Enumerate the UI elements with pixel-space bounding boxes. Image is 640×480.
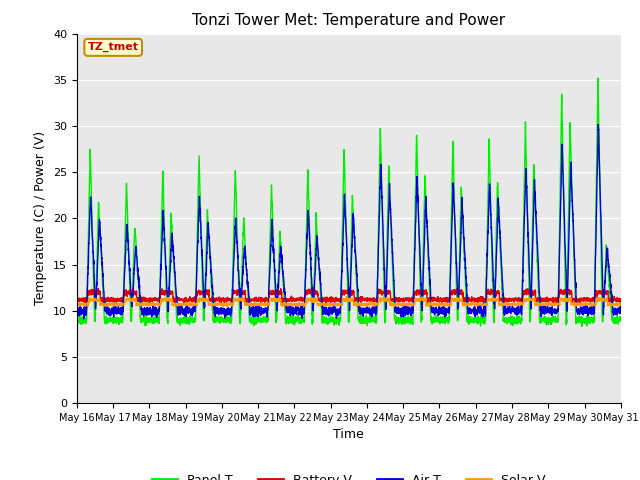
Battery V: [617, 298, 625, 303]
Battery V: [617, 297, 625, 303]
Air T: [73, 307, 81, 312]
Line: Panel T: Panel T: [77, 78, 621, 326]
Solar V: [342, 294, 350, 300]
Title: Tonzi Tower Met: Temperature and Power: Tonzi Tower Met: Temperature and Power: [192, 13, 506, 28]
Air T: [595, 121, 602, 127]
Air T: [617, 306, 625, 312]
Battery V: [549, 301, 557, 307]
Solar V: [402, 300, 410, 306]
Battery V: [412, 289, 419, 295]
Air T: [225, 311, 233, 317]
Battery V: [566, 288, 573, 293]
Line: Air T: Air T: [77, 124, 621, 319]
Solar V: [607, 304, 614, 310]
Air T: [565, 223, 573, 228]
Battery V: [189, 296, 197, 301]
Solar V: [412, 297, 419, 302]
Panel T: [617, 315, 625, 321]
Battery V: [225, 296, 232, 301]
Air T: [412, 223, 419, 228]
Solar V: [617, 301, 625, 307]
Line: Battery V: Battery V: [77, 288, 621, 304]
X-axis label: Time: Time: [333, 429, 364, 442]
Panel T: [617, 316, 625, 322]
Panel T: [412, 203, 419, 208]
Solar V: [189, 302, 197, 308]
Panel T: [565, 174, 573, 180]
Panel T: [402, 318, 410, 324]
Battery V: [310, 285, 318, 290]
Solar V: [73, 301, 81, 307]
Battery V: [73, 297, 81, 303]
Battery V: [402, 298, 410, 303]
Panel T: [73, 314, 81, 320]
Line: Solar V: Solar V: [77, 297, 621, 307]
Panel T: [225, 314, 232, 320]
Text: TZ_tmet: TZ_tmet: [88, 42, 139, 52]
Panel T: [594, 75, 602, 81]
Solar V: [617, 301, 625, 307]
Y-axis label: Temperature (C) / Power (V): Temperature (C) / Power (V): [35, 132, 47, 305]
Panel T: [578, 324, 586, 329]
Panel T: [189, 318, 197, 324]
Air T: [189, 306, 197, 312]
Air T: [80, 316, 88, 322]
Legend: Panel T, Battery V, Air T, Solar V: Panel T, Battery V, Air T, Solar V: [147, 468, 550, 480]
Solar V: [225, 300, 232, 306]
Air T: [402, 309, 410, 314]
Solar V: [565, 298, 573, 303]
Air T: [617, 308, 625, 313]
